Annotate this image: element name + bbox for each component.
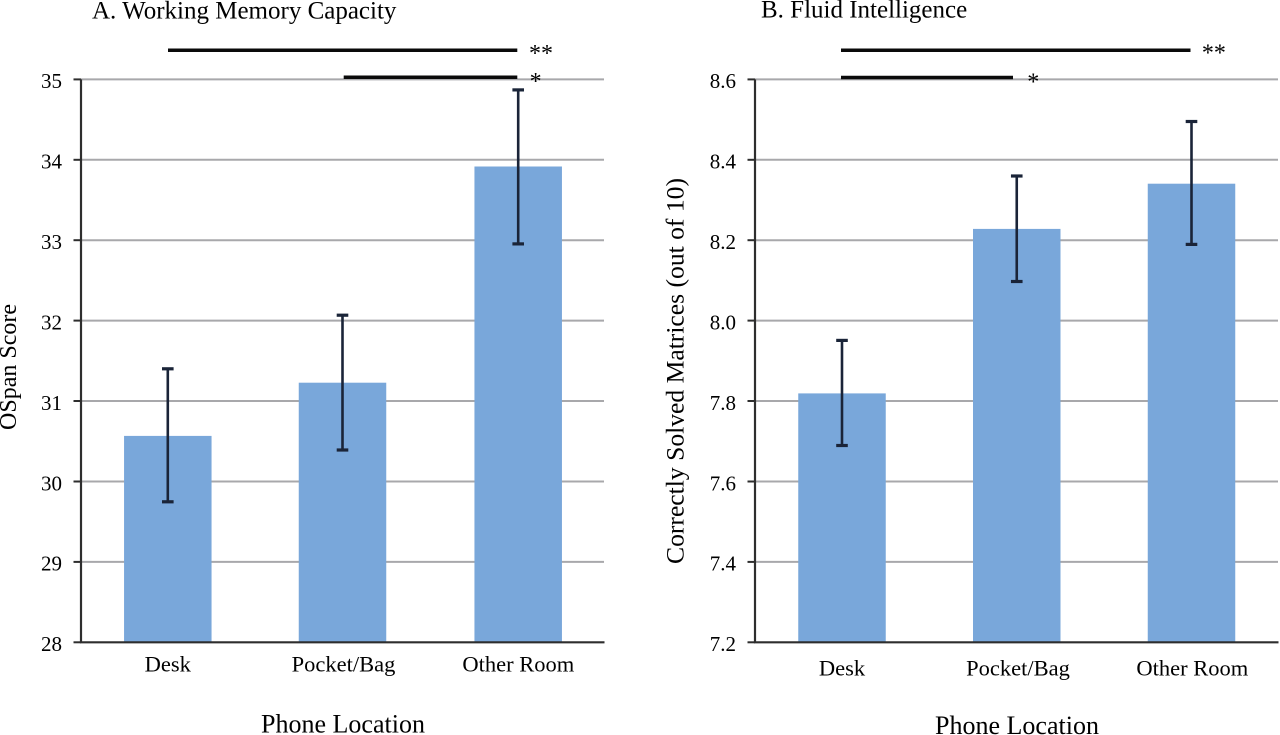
svg-text:34: 34: [41, 150, 63, 174]
svg-text:30: 30: [41, 471, 62, 495]
svg-text:7.6: 7.6: [710, 471, 736, 495]
svg-text:Correctly Solved Matrices (out: Correctly Solved Matrices (out of 10): [661, 178, 690, 564]
svg-text:Phone Location: Phone Location: [935, 711, 1099, 735]
svg-text:*: *: [1027, 69, 1039, 95]
svg-text:35: 35: [41, 69, 62, 93]
svg-text:31: 31: [41, 391, 62, 415]
svg-text:Desk: Desk: [819, 655, 866, 680]
svg-text:7.8: 7.8: [710, 391, 736, 415]
svg-text:8.2: 8.2: [710, 230, 736, 254]
svg-text:OSpan Score: OSpan Score: [0, 304, 22, 430]
svg-text:7.2: 7.2: [710, 632, 736, 656]
svg-text:Pocket/Bag: Pocket/Bag: [966, 655, 1070, 680]
svg-text:Phone Location: Phone Location: [261, 710, 425, 735]
svg-text:8.0: 8.0: [710, 310, 736, 334]
svg-text:A. Working Memory Capacity: A. Working Memory Capacity: [92, 0, 397, 25]
svg-text:**: **: [1202, 41, 1226, 67]
svg-text:29: 29: [41, 552, 62, 576]
svg-text:Other Room: Other Room: [462, 652, 574, 677]
svg-text:8.6: 8.6: [710, 69, 736, 93]
svg-text:Other Room: Other Room: [1136, 655, 1248, 680]
svg-text:*: *: [530, 69, 542, 95]
svg-text:Pocket/Bag: Pocket/Bag: [292, 652, 396, 677]
svg-text:7.4: 7.4: [710, 552, 737, 576]
svg-text:Desk: Desk: [145, 652, 192, 677]
svg-text:28: 28: [41, 632, 62, 656]
svg-text:8.4: 8.4: [710, 150, 737, 174]
svg-text:B. Fluid Intelligence: B. Fluid Intelligence: [761, 0, 967, 23]
svg-text:33: 33: [41, 230, 62, 254]
svg-text:**: **: [529, 41, 553, 67]
svg-text:32: 32: [41, 310, 62, 334]
